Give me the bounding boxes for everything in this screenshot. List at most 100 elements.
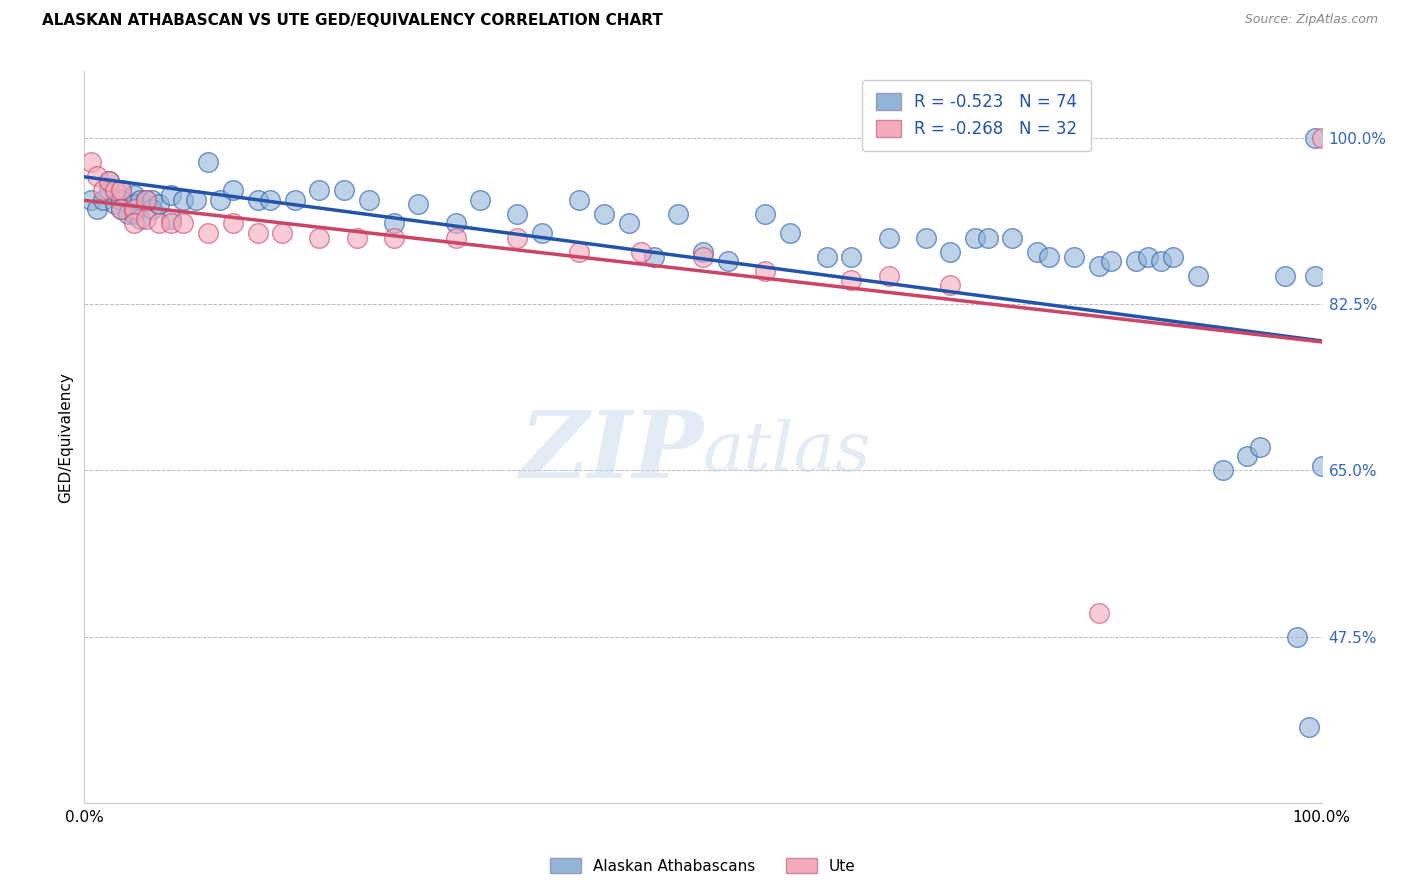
Point [172, 193, 194, 207]
Text: ALASKAN ATHABASCAN VS UTE GED/EQUIVALENCY CORRELATION CHART: ALASKAN ATHABASCAN VS UTE GED/EQUIVALENC… [42, 13, 664, 29]
Point [1305, 131, 1327, 145]
Point [1305, 268, 1327, 283]
Point [444, 230, 467, 244]
Point [643, 250, 665, 264]
Point [939, 278, 962, 293]
Text: atlas: atlas [703, 418, 872, 485]
Point [117, 207, 139, 221]
Point [160, 216, 183, 230]
Point [1088, 606, 1111, 620]
Point [692, 250, 714, 264]
Point [1249, 440, 1271, 454]
Point [135, 193, 157, 207]
Point [259, 193, 281, 207]
Point [135, 211, 157, 226]
Point [965, 230, 987, 244]
Point [841, 250, 863, 264]
Point [382, 230, 405, 244]
Point [129, 211, 152, 226]
Point [122, 207, 145, 221]
Point [197, 154, 219, 169]
Point [1088, 259, 1111, 273]
Point [91, 193, 114, 207]
Point [184, 193, 207, 207]
Point [877, 268, 900, 283]
Point [1274, 268, 1296, 283]
Text: Source: ZipAtlas.com: Source: ZipAtlas.com [1244, 13, 1378, 27]
Point [308, 183, 330, 197]
Point [122, 197, 145, 211]
Point [593, 207, 616, 221]
Point [717, 254, 740, 268]
Point [1285, 630, 1308, 644]
Y-axis label: GED/Equivalency: GED/Equivalency [58, 372, 73, 502]
Point [1125, 254, 1147, 268]
Point [148, 197, 170, 211]
Point [1001, 230, 1024, 244]
Point [141, 202, 163, 216]
Point [110, 183, 132, 197]
Point [357, 193, 380, 207]
Point [1038, 250, 1060, 264]
Point [98, 183, 121, 197]
Point [284, 193, 307, 207]
Point [86, 169, 108, 183]
Point [1298, 720, 1320, 734]
Point [506, 230, 529, 244]
Point [754, 264, 776, 278]
Point [779, 226, 801, 240]
Point [630, 244, 652, 259]
Point [86, 202, 108, 216]
Point [98, 173, 121, 187]
Point [754, 207, 776, 221]
Point [568, 244, 591, 259]
Point [122, 216, 145, 230]
Point [308, 230, 330, 244]
Point [841, 273, 863, 287]
Point [1150, 254, 1173, 268]
Point [271, 226, 294, 240]
Point [222, 216, 245, 230]
Point [135, 193, 157, 207]
Point [333, 183, 356, 197]
Point [98, 173, 121, 187]
Point [79, 154, 101, 169]
Point [568, 193, 591, 207]
Point [1187, 268, 1209, 283]
Point [1099, 254, 1122, 268]
Point [382, 216, 405, 230]
Point [1063, 250, 1085, 264]
Point [1310, 458, 1333, 473]
Point [209, 193, 232, 207]
Point [1310, 131, 1333, 145]
Point [141, 193, 163, 207]
Point [531, 226, 554, 240]
Point [110, 202, 132, 216]
Point [122, 187, 145, 202]
Point [506, 207, 529, 221]
Point [246, 226, 269, 240]
Point [91, 183, 114, 197]
Point [1026, 244, 1049, 259]
Point [110, 183, 132, 197]
Point [1137, 250, 1160, 264]
Point [408, 197, 430, 211]
Point [1236, 449, 1258, 463]
Legend: Alaskan Athabascans, Ute: Alaskan Athabascans, Ute [544, 852, 862, 880]
Point [346, 230, 368, 244]
Point [914, 230, 936, 244]
Point [172, 216, 194, 230]
Point [1212, 463, 1234, 477]
Point [197, 226, 219, 240]
Point [110, 202, 132, 216]
Point [148, 216, 170, 230]
Text: ZIP: ZIP [519, 407, 703, 497]
Point [122, 202, 145, 216]
Point [79, 193, 101, 207]
Point [222, 183, 245, 197]
Point [692, 244, 714, 259]
Point [939, 244, 962, 259]
Point [815, 250, 838, 264]
Point [104, 183, 127, 197]
Point [110, 193, 132, 207]
